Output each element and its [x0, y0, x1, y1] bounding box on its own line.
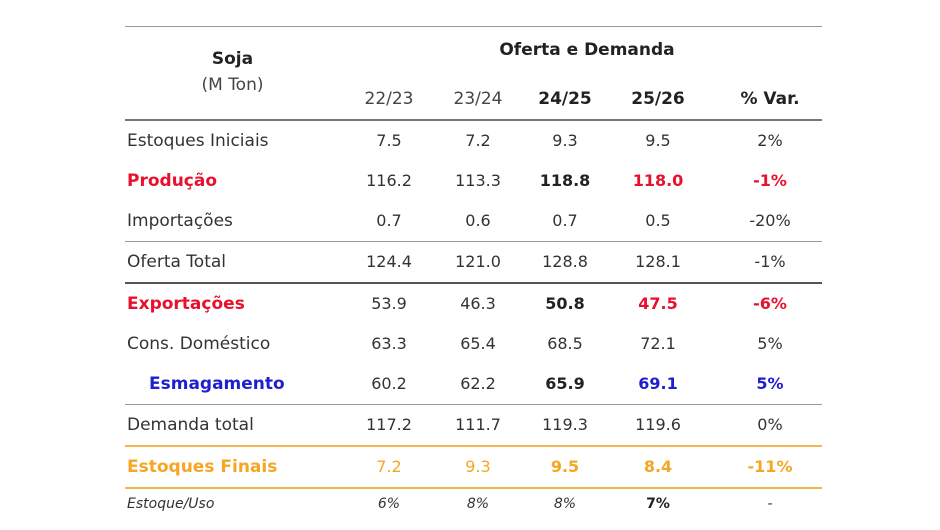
cell: 53.9 [371, 294, 407, 313]
cell: 60.2 [371, 374, 407, 393]
table-row: Oferta Total 124.4 121.0 128.8 128.1 -1% [125, 242, 822, 282]
cell: 9.3 [552, 131, 578, 150]
table-row: Esmagamento 60.2 62.2 65.9 69.1 5% [125, 364, 822, 404]
group-title: Oferta e Demanda [499, 40, 675, 60]
row-label: Oferta Total [127, 252, 227, 272]
cell: -20% [749, 211, 791, 230]
cell: -11% [747, 457, 793, 476]
cell: 116.2 [366, 171, 412, 190]
row-label: Demanda total [127, 415, 254, 435]
cell: -1% [753, 171, 787, 190]
cell: 7.2 [376, 457, 402, 476]
header-divider [125, 119, 822, 121]
unit-label: (M Ton) [201, 75, 264, 95]
top-border [125, 26, 822, 27]
table-row: Produção 116.2 113.3 118.8 118.0 -1% [125, 161, 822, 201]
table-row: Estoque/Uso 6% 8% 8% 7% - [125, 489, 822, 523]
cell: 63.3 [371, 334, 407, 353]
cell: 8% [466, 496, 490, 512]
cell: 65.4 [460, 334, 496, 353]
table-row: Cons. Doméstico 63.3 65.4 68.5 72.1 5% [125, 324, 822, 364]
cell: 7.2 [465, 131, 491, 150]
cell: 0.5 [645, 211, 671, 230]
column-header: 25/26 [631, 89, 685, 109]
cell: 5% [756, 374, 784, 393]
row-label: Estoques Iniciais [127, 131, 269, 151]
cell: 72.1 [640, 334, 676, 353]
cell: 113.3 [455, 171, 501, 190]
cell: 0.6 [465, 211, 491, 230]
column-header: % Var. [740, 89, 800, 109]
row-label: Produção [127, 171, 218, 191]
table-row: Demanda total 117.2 111.7 119.3 119.6 0% [125, 405, 822, 445]
commodity-title: Soja [211, 49, 254, 69]
table-row: Estoques Finais 7.2 9.3 9.5 8.4 -11% [125, 447, 822, 487]
cell: 0.7 [376, 211, 402, 230]
row-label: Esmagamento [149, 374, 285, 394]
cell: 7.5 [376, 131, 402, 150]
row-divider [125, 241, 822, 242]
cell: 119.3 [542, 415, 588, 434]
column-header: 22/23 [364, 89, 414, 109]
row-label: Estoque/Uso [127, 496, 215, 512]
section-divider [125, 282, 822, 284]
cell: -6% [753, 294, 787, 313]
supply-demand-table: Soja (M Ton) Oferta e Demanda 22/23 23/2… [125, 26, 822, 523]
cell: 7% [646, 496, 670, 512]
column-header: 23/24 [453, 89, 503, 109]
cell: 5% [757, 334, 783, 353]
cell: 0% [757, 415, 783, 434]
cell: 128.8 [542, 252, 588, 271]
cell: 68.5 [547, 334, 583, 353]
cell: 118.8 [539, 171, 591, 190]
cell: 65.9 [545, 374, 585, 393]
table-header: Soja (M Ton) Oferta e Demanda 22/23 23/2… [125, 27, 822, 119]
cell: 9.5 [645, 131, 671, 150]
cell: 111.7 [455, 415, 501, 434]
table-row: Importações 0.7 0.6 0.7 0.5 -20% [125, 201, 822, 241]
row-label: Estoques Finais [127, 457, 278, 477]
cell: 0.7 [552, 211, 578, 230]
cell: 46.3 [460, 294, 496, 313]
row-divider [125, 404, 822, 405]
cell: 62.2 [460, 374, 496, 393]
table-row: Exportações 53.9 46.3 50.8 47.5 -6% [125, 284, 822, 324]
cell: -1% [754, 252, 786, 271]
cell: 8.4 [643, 457, 673, 476]
cell: 2% [757, 131, 783, 150]
cell: 69.1 [638, 374, 678, 393]
cell: 128.1 [635, 252, 681, 271]
cell: 121.0 [455, 252, 501, 271]
cell: 6% [377, 496, 401, 512]
cell: 9.3 [465, 457, 491, 476]
cell: 9.5 [550, 457, 580, 476]
row-divider [125, 487, 822, 489]
cell: 124.4 [366, 252, 412, 271]
column-header: 24/25 [538, 89, 592, 109]
column-headers: 22/23 23/24 24/25 25/26 % Var. [125, 89, 822, 113]
cell: - [767, 496, 773, 512]
row-label: Cons. Doméstico [127, 334, 271, 354]
cell: 8% [553, 496, 577, 512]
row-label: Importações [127, 211, 233, 231]
cell: 119.6 [635, 415, 681, 434]
table-row: Estoques Iniciais 7.5 7.2 9.3 9.5 2% [125, 121, 822, 161]
cell: 47.5 [638, 294, 678, 313]
cell: 50.8 [545, 294, 585, 313]
row-label: Exportações [127, 294, 245, 314]
cell: 117.2 [366, 415, 412, 434]
cell: 118.0 [632, 171, 684, 190]
row-divider [125, 445, 822, 447]
